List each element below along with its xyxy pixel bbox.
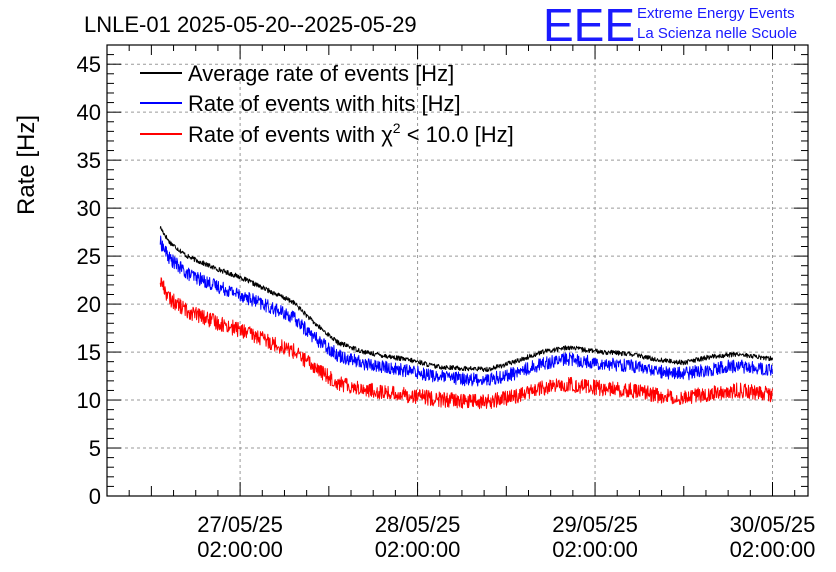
series-line-hits <box>159 235 774 387</box>
y-tick-label: 25 <box>77 244 101 269</box>
eee-logo-mark: EEE <box>543 0 635 51</box>
plot-border <box>106 44 809 497</box>
x-tick-label-date: 27/05/25 <box>197 512 283 537</box>
x-tick-label-time: 02:00:00 <box>552 537 638 562</box>
eee-logo-line2: La Scienza nelle Scuole <box>637 25 797 42</box>
eee-logo: EEE Extreme Energy Events La Scienza nel… <box>543 0 797 51</box>
grid-lines <box>107 45 808 496</box>
y-axis-label: Rate [Hz] <box>13 115 40 215</box>
y-tick-label: 5 <box>89 436 101 461</box>
x-tick-label-date: 30/05/25 <box>730 512 816 537</box>
x-tick-label-time: 02:00:00 <box>375 537 461 562</box>
y-tick-label: 30 <box>77 196 101 221</box>
x-tick-label-time: 02:00:00 <box>197 537 283 562</box>
x-tick-label-time: 02:00:00 <box>730 537 816 562</box>
y-tick-label: 35 <box>77 148 101 173</box>
y-tick-label: 45 <box>77 52 101 77</box>
legend-label-average: Average rate of events [Hz] <box>188 61 454 86</box>
legend: Average rate of events [Hz] Rate of even… <box>140 61 514 147</box>
y-axis-ticks: 0 5 10 15 20 25 30 35 40 45 <box>77 44 808 509</box>
legend-chi2-sup: 2 <box>393 120 401 136</box>
series-line-average <box>159 225 773 373</box>
eee-logo-line1: Extreme Energy Events <box>637 5 795 22</box>
legend-chi2-post: < 10.0 [Hz] <box>401 122 514 147</box>
legend-chi2-symbol: χ <box>381 122 393 147</box>
y-tick-label: 0 <box>89 484 101 509</box>
legend-label-chi2: Rate of events with χ2 < 10.0 [Hz] <box>188 120 514 147</box>
y-tick-label: 10 <box>77 388 101 413</box>
y-tick-label: 15 <box>77 340 101 365</box>
plot-frame <box>106 44 809 497</box>
y-tick-label: 20 <box>77 292 101 317</box>
series-line-chi2 <box>159 277 774 410</box>
legend-chi2-pre: Rate of events with <box>188 122 381 147</box>
x-axis-ticks: 27/05/2502:00:0028/05/2502:00:0029/05/25… <box>106 45 816 562</box>
chart-title: LNLE-01 2025-05-20--2025-05-29 <box>84 12 417 37</box>
legend-label-hits: Rate of events with hits [Hz] <box>188 91 461 116</box>
x-tick-label-date: 29/05/25 <box>552 512 638 537</box>
y-tick-label: 40 <box>77 100 101 125</box>
x-tick-label-date: 28/05/25 <box>375 512 461 537</box>
series-lines <box>159 225 774 410</box>
